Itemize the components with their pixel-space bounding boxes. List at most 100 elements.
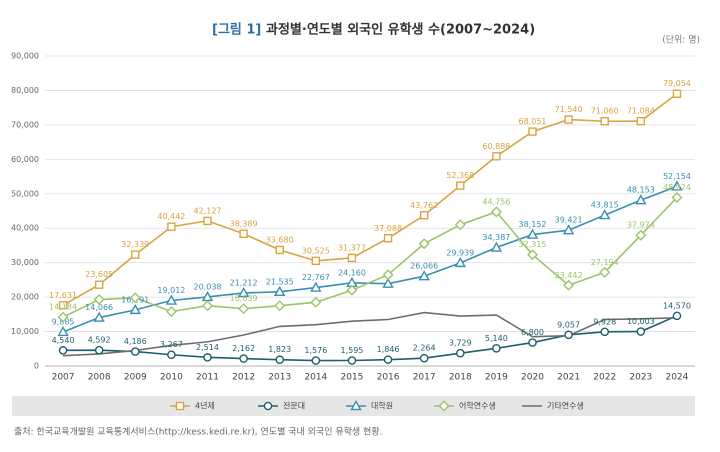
- x-tick-label: 2009: [124, 373, 147, 383]
- data-point: [129, 303, 141, 315]
- data-point: [383, 234, 393, 243]
- data-point: [165, 294, 178, 305]
- series-line: [63, 311, 677, 357]
- data-point: [418, 270, 430, 281]
- data-point: [419, 211, 429, 220]
- y-tick-label: 10,000: [11, 327, 39, 336]
- data-point: [239, 354, 248, 363]
- data-label: 52,368: [446, 171, 474, 180]
- data-point: [311, 356, 321, 365]
- data-point: [635, 229, 647, 241]
- x-tick-label: 2008: [88, 373, 111, 383]
- data-label: 48,924: [663, 183, 691, 192]
- legend-label: 어학연수생: [459, 401, 496, 411]
- x-tick-label: 2017: [413, 373, 436, 383]
- data-point: [310, 296, 322, 308]
- data-point: [203, 353, 212, 362]
- data-label: 44,756: [482, 197, 510, 206]
- data-label: 2,514: [196, 343, 219, 352]
- data-point: [274, 300, 286, 312]
- legend-label: 전문대: [283, 401, 305, 411]
- data-label: 17,631: [49, 291, 77, 300]
- y-tick-label: 40,000: [11, 224, 39, 233]
- data-point: [346, 284, 358, 296]
- data-point: [131, 250, 140, 259]
- data-label: 1,846: [377, 345, 400, 354]
- y-tick-label: 60,000: [11, 155, 39, 164]
- data-point: [202, 300, 213, 312]
- data-point: [93, 294, 105, 306]
- data-point: [167, 222, 176, 231]
- data-label: 4,540: [52, 336, 75, 345]
- source-note: 출처: 한국교육개발원 교육통계서비스(http://kess.kedi.re.…: [14, 426, 382, 438]
- y-tick-label: 20,000: [11, 293, 39, 302]
- data-point: [58, 301, 68, 310]
- legend-label: 기타연수생: [547, 401, 584, 411]
- data-label: 14,066: [85, 303, 113, 312]
- data-label: 34,387: [482, 233, 510, 242]
- data-label: 52,154: [663, 172, 691, 181]
- data-point: [94, 280, 104, 289]
- series-line: [62, 93, 678, 306]
- data-point: [635, 194, 647, 205]
- x-tick-label: 2013: [268, 373, 291, 383]
- data-point: [167, 350, 176, 360]
- data-label: 71,060: [591, 107, 619, 116]
- data-label: 43,762: [410, 201, 438, 210]
- data-point: [528, 127, 537, 136]
- data-point: [600, 327, 610, 337]
- data-label: 40,442: [157, 212, 185, 221]
- data-point: [563, 279, 575, 291]
- data-label: 38,152: [519, 220, 547, 229]
- x-tick-label: 2016: [377, 373, 400, 383]
- x-tick-label: 2019: [485, 373, 508, 383]
- data-label: 2,264: [413, 344, 436, 353]
- data-point: [130, 347, 140, 356]
- x-tick-label: 2015: [340, 373, 363, 383]
- data-label: 1,823: [268, 345, 291, 354]
- x-tick-label: 2021: [557, 373, 580, 383]
- data-point: [672, 311, 682, 321]
- data-label: 29,939: [446, 248, 474, 257]
- data-point: [456, 181, 465, 190]
- data-label: 14,570: [663, 301, 691, 310]
- chart-title: 과정별·연도별 외국인 유학생 수(2007~2024): [266, 22, 535, 38]
- data-label: 27,194: [591, 258, 619, 267]
- x-tick-label: 2024: [665, 373, 688, 383]
- data-label: 1,595: [340, 346, 363, 355]
- x-tick-label: 2022: [593, 373, 616, 383]
- data-label: 79,054: [663, 79, 691, 88]
- data-label: 42,127: [194, 206, 222, 215]
- data-label: 6,800: [521, 328, 544, 337]
- data-point: [564, 115, 573, 124]
- figure-label: [그림 1]: [212, 23, 261, 38]
- data-label: 31,377: [338, 243, 366, 252]
- data-point: [275, 355, 285, 365]
- x-tick-label: 2020: [521, 373, 544, 383]
- y-tick-label: 50,000: [11, 189, 39, 198]
- data-label: 9,928: [593, 317, 616, 326]
- data-point: [275, 245, 284, 255]
- data-point: [382, 277, 394, 288]
- data-point: [57, 326, 69, 337]
- data-point: [419, 353, 429, 363]
- data-label: 9,057: [557, 320, 580, 329]
- data-point: [599, 209, 611, 220]
- data-point: [129, 292, 141, 304]
- data-point: [382, 269, 394, 281]
- data-label: 71,540: [555, 105, 583, 114]
- data-label: 32,339: [121, 240, 149, 249]
- data-point: [490, 241, 503, 252]
- data-label: 4,186: [124, 337, 147, 346]
- data-label: 68,051: [519, 117, 547, 126]
- data-point: [564, 330, 573, 340]
- data-point: [239, 229, 248, 238]
- x-tick-label: 2023: [629, 373, 652, 383]
- data-point: [58, 346, 68, 355]
- data-point: [527, 249, 538, 261]
- data-label: 38,389: [230, 219, 258, 228]
- data-label: 20,038: [194, 282, 222, 291]
- data-label: 26,066: [410, 262, 438, 271]
